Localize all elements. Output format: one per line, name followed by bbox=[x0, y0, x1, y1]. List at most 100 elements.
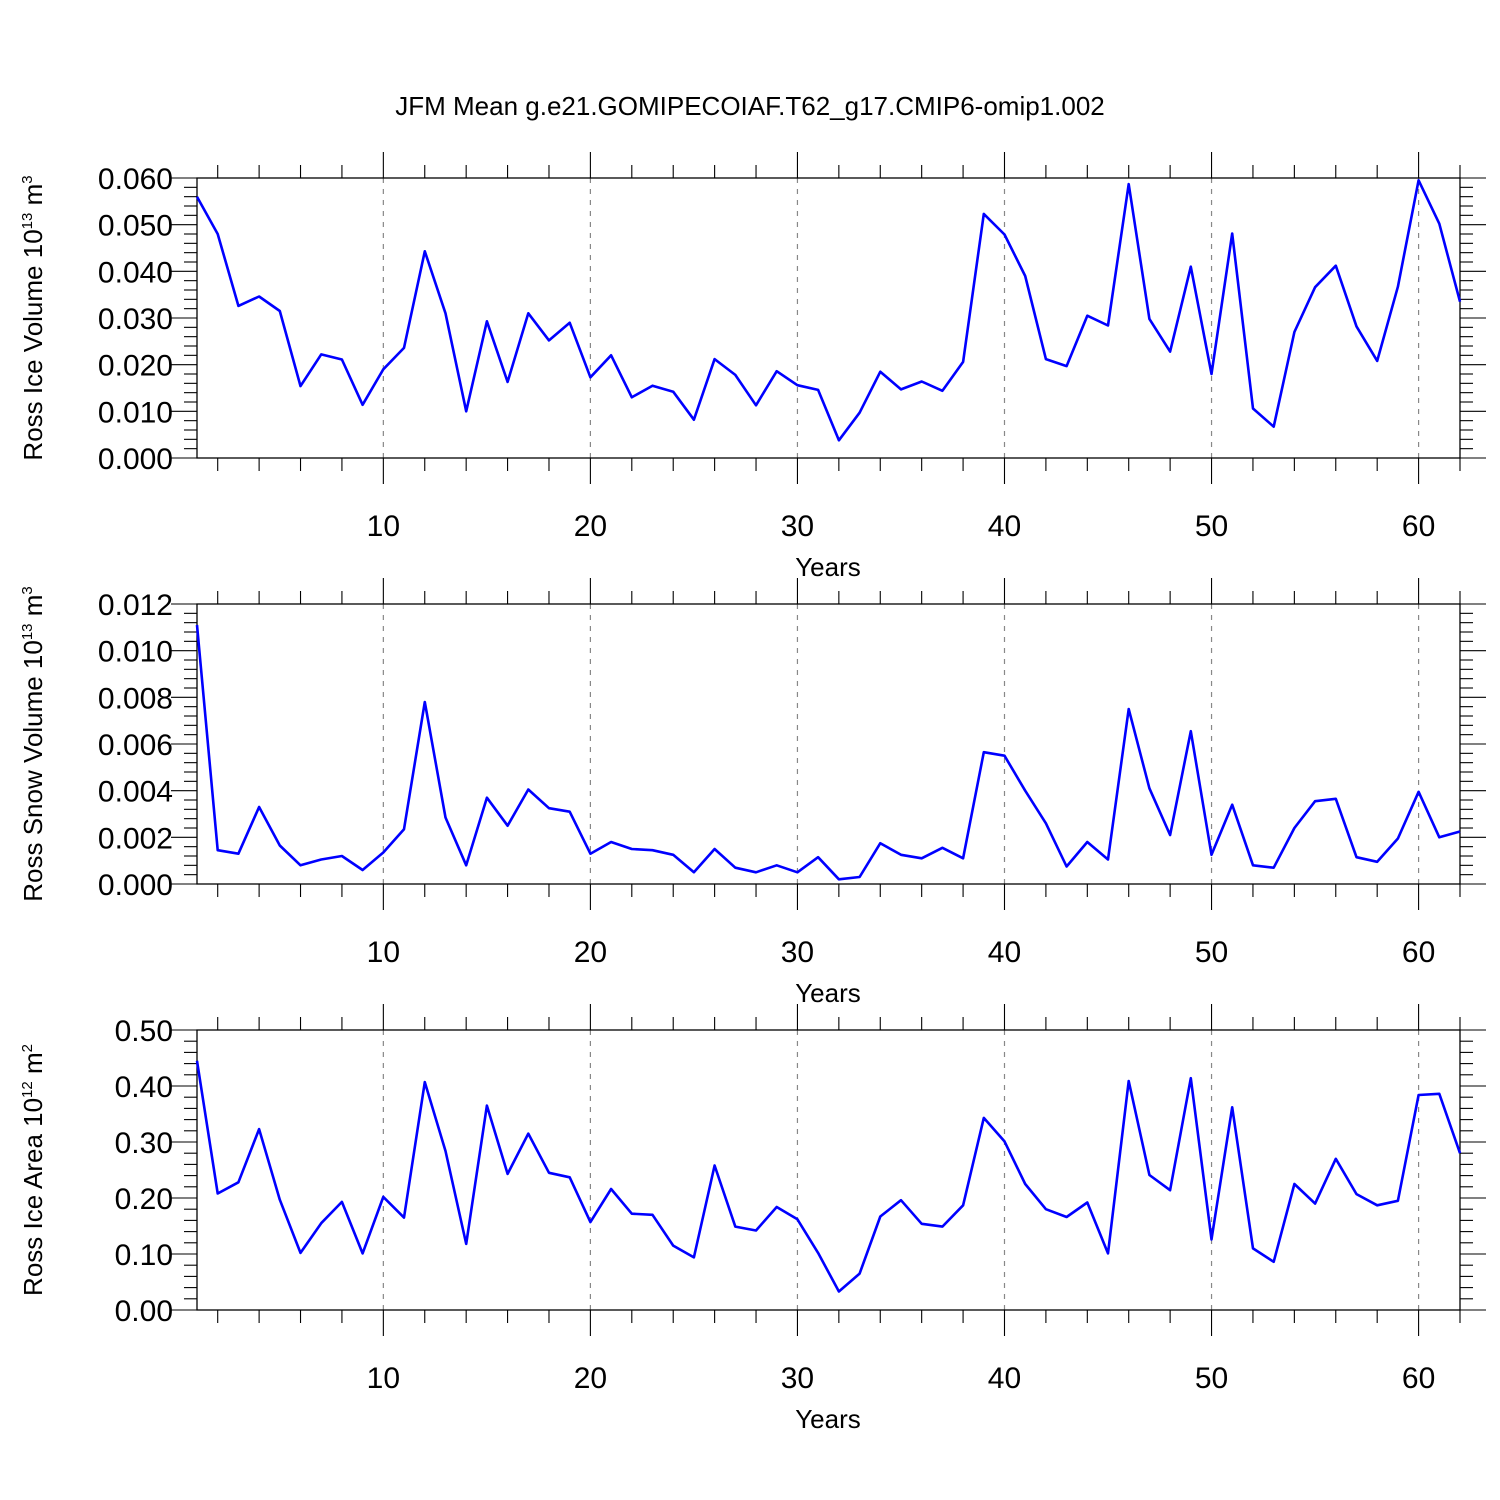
data-point bbox=[1437, 835, 1441, 839]
panel-ross-ice-area: 0.00 0.10 0.20 0.30 0.40 0.50 10 20 30 40 50 60 Year… bbox=[18, 1004, 1486, 1434]
data-point bbox=[485, 1104, 489, 1108]
data-point bbox=[775, 863, 779, 867]
data-point bbox=[651, 384, 655, 388]
data-point bbox=[1272, 1260, 1276, 1264]
data-point bbox=[444, 311, 448, 315]
data-point bbox=[961, 856, 965, 860]
data-point bbox=[1168, 833, 1172, 837]
y-tick-label: 0.010 bbox=[98, 636, 173, 669]
data-point bbox=[1065, 1215, 1069, 1219]
y-tick-label: 0.040 bbox=[98, 256, 173, 289]
y-tick-label: 0.00 bbox=[115, 1295, 173, 1328]
data-point bbox=[1375, 1203, 1379, 1207]
data-point bbox=[837, 1290, 841, 1294]
data-point bbox=[1230, 803, 1234, 807]
x-tick-label: 30 bbox=[781, 936, 814, 969]
panel-ross-ice-volume: 0.000 0.010 0.020 0.030 0.040 0.050 0.060 10 20 3… bbox=[18, 152, 1486, 582]
data-point bbox=[816, 388, 820, 392]
y-tick-label: 0.006 bbox=[98, 729, 173, 762]
data-point bbox=[319, 858, 323, 862]
data-point bbox=[340, 358, 344, 362]
data-point bbox=[1334, 264, 1338, 268]
data-point bbox=[1396, 837, 1400, 841]
y-tick-label: 0.000 bbox=[98, 869, 173, 902]
data-point bbox=[837, 877, 841, 881]
data-point bbox=[464, 409, 468, 413]
y-axis-title-exponent: 12 bbox=[19, 1081, 36, 1098]
data-point bbox=[195, 623, 199, 627]
data-point bbox=[1189, 265, 1193, 269]
data-point bbox=[1334, 797, 1338, 801]
data-point bbox=[568, 321, 572, 325]
x-tick-label: 40 bbox=[988, 1362, 1021, 1395]
data-point bbox=[1023, 274, 1027, 278]
x-tick-label: 20 bbox=[574, 936, 607, 969]
data-point bbox=[381, 367, 385, 371]
data-point bbox=[1106, 858, 1110, 862]
data-point bbox=[1168, 1188, 1172, 1192]
data-point bbox=[754, 870, 758, 874]
data-point bbox=[257, 1127, 261, 1131]
panels: 0.000 0.010 0.020 0.030 0.040 0.050 0.060 10 20 3… bbox=[18, 152, 1486, 1434]
data-point bbox=[195, 195, 199, 199]
x-tick-label: 60 bbox=[1402, 936, 1435, 969]
y-axis-title: Ross Snow Volume 1013 m3 bbox=[18, 586, 48, 902]
x-tick-label: 10 bbox=[367, 510, 400, 543]
data-point bbox=[319, 352, 323, 356]
data-point bbox=[1355, 324, 1359, 328]
data-point bbox=[1417, 1093, 1421, 1097]
y-axis-title-unit: m bbox=[18, 1052, 48, 1081]
data-point bbox=[278, 844, 282, 848]
data-point bbox=[444, 816, 448, 820]
data-point bbox=[526, 788, 530, 792]
data-point bbox=[899, 1198, 903, 1202]
y-axis-title-exponent: 13 bbox=[19, 213, 36, 230]
data-point bbox=[816, 855, 820, 859]
data-point bbox=[1044, 357, 1048, 361]
data-point bbox=[588, 375, 592, 379]
y-tick-label: 0.20 bbox=[115, 1183, 173, 1216]
data-point bbox=[402, 346, 406, 350]
data-point bbox=[858, 411, 862, 415]
y-tick-label: 0.50 bbox=[115, 1015, 173, 1048]
data-point bbox=[1313, 799, 1317, 803]
data-point bbox=[568, 810, 572, 814]
data-point bbox=[299, 384, 303, 388]
data-point bbox=[526, 1132, 530, 1136]
data-point bbox=[1023, 1182, 1027, 1186]
y-tick-label: 0.012 bbox=[98, 589, 173, 622]
data-point bbox=[1251, 407, 1255, 411]
data-point bbox=[754, 1229, 758, 1233]
data-point bbox=[1189, 1076, 1193, 1080]
data-point bbox=[1437, 1092, 1441, 1096]
data-point bbox=[464, 863, 468, 867]
data-point bbox=[1065, 865, 1069, 869]
panel-ross-snow-volume: 0.000 0.002 0.004 0.006 0.008 0.010 0.012 10 20 3… bbox=[18, 578, 1486, 1008]
x-tick-label: 40 bbox=[988, 510, 1021, 543]
x-tick-label: 30 bbox=[781, 510, 814, 543]
data-point bbox=[1147, 317, 1151, 321]
x-tick-label: 20 bbox=[574, 510, 607, 543]
data-point bbox=[651, 848, 655, 852]
x-axis-title: Years bbox=[795, 978, 861, 1008]
y-tick-label: 0.030 bbox=[98, 303, 173, 336]
data-point bbox=[1127, 707, 1131, 711]
x-tick-label: 50 bbox=[1195, 936, 1228, 969]
data-point bbox=[1044, 821, 1048, 825]
y-axis-title: Ross Ice Area 1012 m2 bbox=[18, 1044, 48, 1296]
x-axis-title: Years bbox=[795, 1404, 861, 1434]
data-point bbox=[920, 856, 924, 860]
data-point bbox=[1458, 300, 1462, 304]
y-axis-title-main: Ross Snow Volume 10 bbox=[18, 640, 48, 902]
data-point bbox=[381, 1195, 385, 1199]
data-point bbox=[299, 1251, 303, 1255]
data-point bbox=[692, 418, 696, 422]
data-point bbox=[1168, 350, 1172, 354]
data-point bbox=[588, 852, 592, 856]
data-point bbox=[1210, 372, 1214, 376]
data-point bbox=[1003, 754, 1007, 758]
y-tick-label: 0.10 bbox=[115, 1239, 173, 1272]
data-point bbox=[1065, 364, 1069, 368]
data-point bbox=[1417, 790, 1421, 794]
